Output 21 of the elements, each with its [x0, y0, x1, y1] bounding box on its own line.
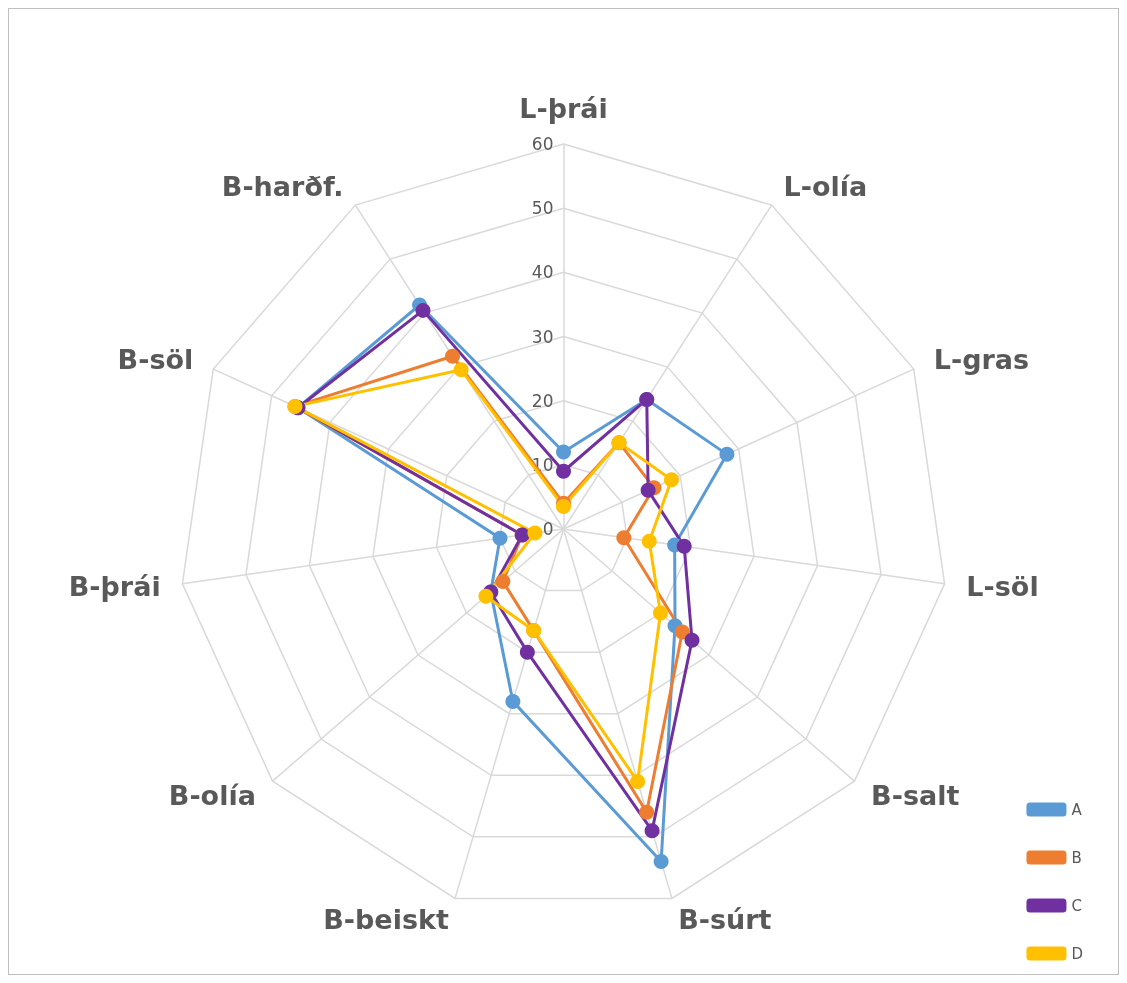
spoke-label: B-súrt: [678, 904, 772, 936]
y-tick-label: 30: [531, 326, 554, 347]
y-tick-label: 40: [531, 262, 554, 283]
spoke-label: L-þrái: [519, 93, 608, 124]
legend-label: A: [1071, 800, 1083, 819]
y-tick-label: 0: [542, 519, 554, 539]
spoke-label: B-þrái: [68, 571, 161, 603]
y-tick-label: 60: [531, 134, 554, 154]
y-tick-label: 20: [531, 390, 554, 411]
legend-label: B: [1071, 848, 1082, 867]
spoke-label: B-söl: [117, 344, 194, 376]
legend-label: C: [1071, 896, 1082, 915]
spoke-label: B-beiskt: [323, 904, 449, 936]
spoke-label: L-gras: [933, 344, 1030, 376]
spoke-label: B-salt: [871, 780, 960, 812]
spoke-label: L-olía: [783, 171, 868, 203]
spoke-label: B-olía: [168, 780, 256, 812]
spoke-label: B-harðf.: [221, 171, 344, 203]
spoke-label: L-söl: [966, 571, 1039, 603]
y-tick-label: 50: [531, 198, 554, 219]
legend-label: D: [1071, 944, 1084, 963]
